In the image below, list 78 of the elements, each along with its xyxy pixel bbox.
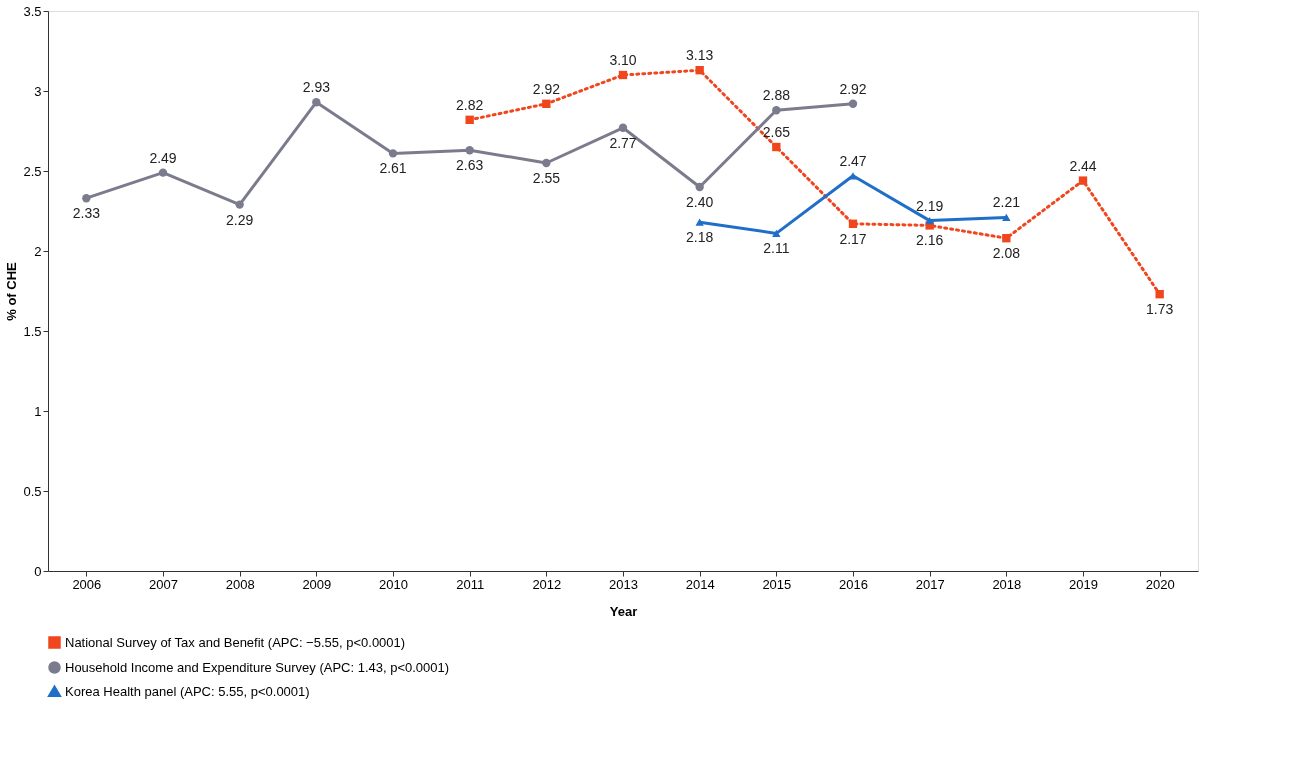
point xyxy=(82,194,91,203)
data-label: 3.10 xyxy=(609,52,637,68)
y-axis-title: % of CHE xyxy=(4,261,20,321)
data-label: 2.47 xyxy=(839,152,867,169)
x-tick-label: 2017 xyxy=(915,576,945,592)
y-tick-label: 0 xyxy=(34,563,42,579)
data-label: 2.33 xyxy=(72,205,101,222)
y-tick-label: 2.5 xyxy=(23,163,42,179)
point xyxy=(235,200,244,209)
data-label: 2.19 xyxy=(916,197,944,214)
y-tick-label: 0.5 xyxy=(23,483,42,499)
x-tick-label: 2020 xyxy=(1145,576,1175,592)
data-label: 2.82 xyxy=(456,96,484,113)
point xyxy=(772,106,781,115)
x-tick-label: 2007 xyxy=(149,576,178,592)
x-tick-label: 2009 xyxy=(302,576,332,592)
data-label: 2.77 xyxy=(609,134,637,151)
x-tick-label: 2006 xyxy=(72,576,102,592)
point xyxy=(1002,234,1011,243)
point xyxy=(848,219,858,228)
point xyxy=(772,229,781,238)
point xyxy=(695,66,704,75)
data-label: 2.44 xyxy=(1069,157,1097,174)
data-label: 2.61 xyxy=(379,160,407,177)
data-label: 2.16 xyxy=(916,232,944,249)
y-tick-label: 1.5 xyxy=(23,323,42,339)
point xyxy=(465,115,474,124)
x-tick-label: 2013 xyxy=(609,576,638,592)
point xyxy=(388,149,398,158)
x-tick-label: 2012 xyxy=(532,576,562,592)
data-label: 2.17 xyxy=(839,230,867,247)
point xyxy=(772,142,781,152)
point xyxy=(542,99,551,108)
point xyxy=(312,98,321,107)
data-label: 2.29 xyxy=(226,211,254,228)
data-label: 1.73 xyxy=(1146,301,1174,318)
data-label: 2.18 xyxy=(686,229,714,246)
point xyxy=(618,123,628,132)
point xyxy=(848,99,858,108)
data-label: 2.11 xyxy=(763,240,790,257)
data-label: 2.40 xyxy=(686,194,714,210)
y-tick-label: 3 xyxy=(34,83,42,99)
data-label: 2.55 xyxy=(532,170,561,186)
point xyxy=(1155,290,1164,299)
x-tick-label: 2011 xyxy=(456,576,485,592)
point xyxy=(695,218,704,226)
point xyxy=(1002,213,1011,222)
x-tick-label: 2016 xyxy=(839,576,868,592)
data-label: 2.08 xyxy=(992,245,1021,262)
x-tick-label: 2019 xyxy=(1069,576,1098,592)
point xyxy=(542,158,551,168)
point xyxy=(1078,176,1088,185)
data-label: 2.92 xyxy=(532,80,561,97)
y-tick-label: 3.5 xyxy=(23,3,42,19)
data-label: 2.49 xyxy=(149,149,177,166)
x-tick-label: 2015 xyxy=(762,576,792,592)
data-label: 2.92 xyxy=(839,80,867,97)
data-label: 2.21 xyxy=(992,194,1021,211)
legend-label: Household Income and Expenditure Survey (APC: 1.43, p<0.0001) xyxy=(65,659,450,675)
legend-label: Korea Health panel (APC: 5.55, p<0.0001) xyxy=(65,683,310,699)
data-label: 2.88 xyxy=(762,87,791,104)
x-tick-label: 2014 xyxy=(685,576,715,592)
point xyxy=(158,168,168,177)
point xyxy=(695,182,704,192)
data-label: 2.65 xyxy=(762,124,791,140)
y-tick-label: 1 xyxy=(34,403,42,419)
legend-label: National Survey of Tax and Benefit (APC: −5.55, p<0.0001) xyxy=(65,634,406,650)
point xyxy=(925,216,934,225)
point xyxy=(618,70,628,80)
data-label: 2.63 xyxy=(456,157,484,174)
x-axis-title: Year xyxy=(609,603,638,619)
point xyxy=(465,146,474,155)
x-tick-label: 2018 xyxy=(992,576,1022,592)
data-label: 2.93 xyxy=(302,79,331,96)
data-label: 3.13 xyxy=(686,47,714,64)
x-tick-label: 2008 xyxy=(225,576,255,592)
y-tick-label: 2 xyxy=(34,243,42,259)
x-tick-label: 2010 xyxy=(379,576,408,592)
